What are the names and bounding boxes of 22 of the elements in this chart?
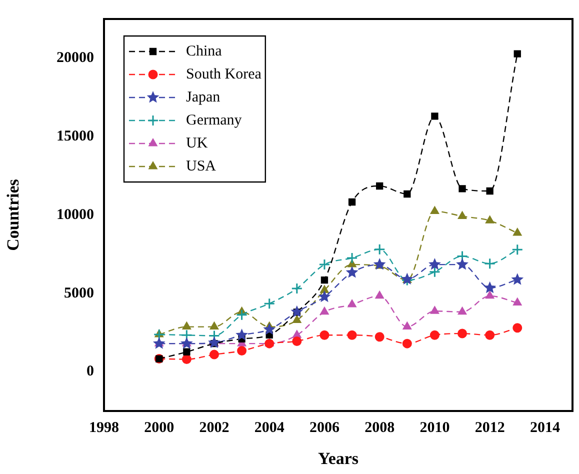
x-tick-label: 2002 <box>199 420 230 436</box>
y-tick-label: 10000 <box>56 206 94 223</box>
legend-label: South Korea <box>186 66 262 82</box>
x-tick-label: 2000 <box>144 420 174 436</box>
y-axis-title: Countries <box>4 178 23 251</box>
legend-label: Germany <box>186 112 242 128</box>
legend-label: Japan <box>186 89 221 106</box>
y-tick-label: 5000 <box>64 285 94 302</box>
x-tick-label: 2012 <box>474 420 505 436</box>
x-tick-label: 2014 <box>530 420 560 436</box>
x-tick-label: 2006 <box>309 420 340 436</box>
x-tick-label: 2010 <box>420 420 450 436</box>
y-tick-label: 15000 <box>56 128 94 144</box>
x-tick-label: 1998 <box>89 420 119 436</box>
legend-label: China <box>186 43 222 60</box>
y-tick-label: 20000 <box>56 50 94 66</box>
x-tick-label: 2008 <box>364 420 395 436</box>
legend-label: USA <box>186 158 216 174</box>
legend-label: UK <box>186 135 208 152</box>
x-tick-label: 2004 <box>254 420 285 436</box>
x-axis-title: Years <box>318 449 359 468</box>
y-tick-label: 0 <box>86 364 94 380</box>
